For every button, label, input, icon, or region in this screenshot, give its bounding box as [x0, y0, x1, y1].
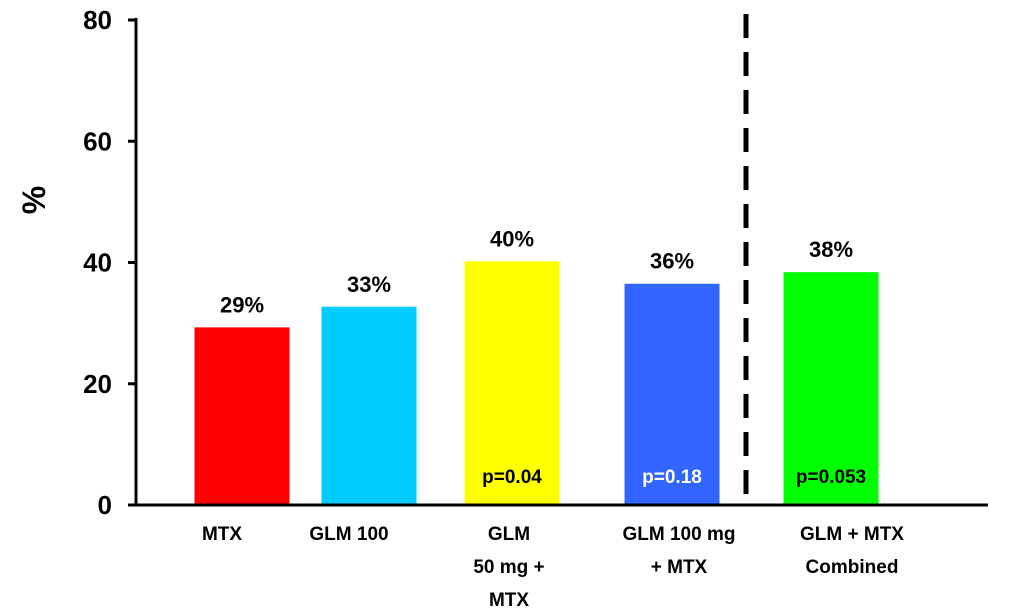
x-category-label: MTX [489, 590, 529, 611]
y-tick-label: 60 [83, 126, 112, 156]
p-value-label: p=0.18 [642, 467, 702, 488]
p-value-label: p=0.04 [482, 467, 542, 488]
bar [194, 327, 290, 505]
y-tick-label: 0 [98, 490, 112, 520]
x-category-label: GLM 100 mg [623, 524, 736, 545]
y-axis-ticks: 0 20 40 60 80 [83, 5, 136, 520]
bar [783, 272, 879, 505]
x-category-label: GLM 100 [309, 524, 388, 545]
y-tick-label: 80 [83, 5, 112, 35]
bars-group [194, 261, 879, 505]
bar-value-label: 36% [650, 249, 694, 274]
y-tick-label: 40 [83, 248, 112, 278]
y-axis-label: % [16, 186, 52, 214]
p-value-label: p=0.053 [796, 467, 866, 488]
bar-value-label: 33% [347, 272, 391, 297]
x-category-label: MTX [202, 524, 242, 545]
x-category-label: + MTX [651, 557, 708, 578]
y-tick-label: 20 [83, 369, 112, 399]
bar-value-label: 40% [490, 226, 534, 251]
x-category-label: GLM + MTX [800, 524, 904, 545]
bar [321, 306, 417, 505]
bar-value-label: 29% [220, 292, 264, 317]
x-category-label: Combined [806, 557, 899, 578]
x-category-label: GLM [488, 524, 530, 545]
bar [624, 283, 720, 505]
bar [464, 261, 560, 505]
x-category-label: 50 mg + [473, 557, 544, 578]
labels-group: 29% MTX 33% GLM 100 40% p=0.04 GLM 50 mg + MTX 36… [202, 226, 904, 611]
bar-value-label: 38% [809, 237, 853, 262]
